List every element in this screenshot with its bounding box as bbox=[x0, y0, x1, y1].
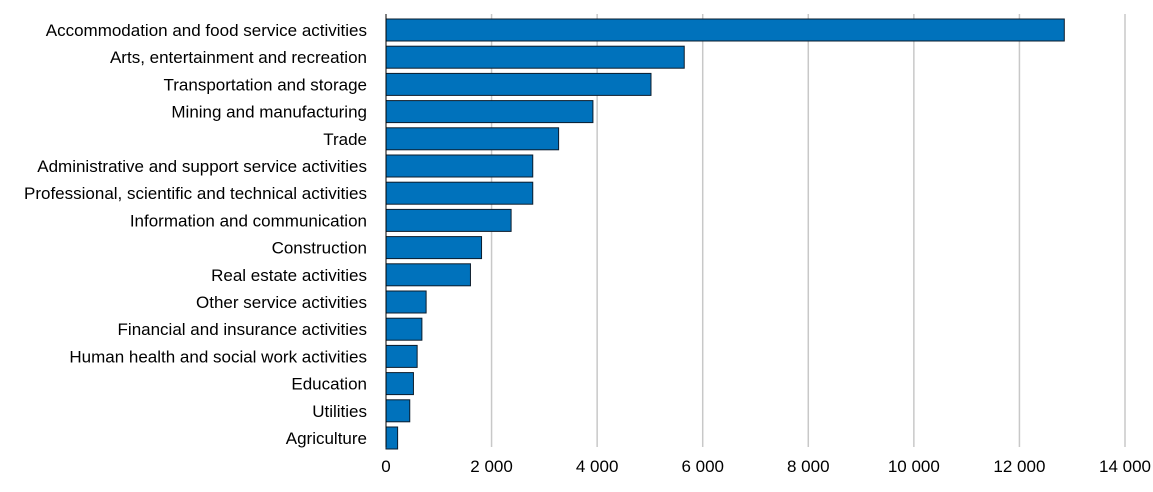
bar bbox=[385, 426, 399, 450]
bar bbox=[385, 208, 512, 232]
category-label: Construction bbox=[272, 239, 367, 258]
bar bbox=[385, 236, 483, 260]
x-tick-label: 2 000 bbox=[470, 457, 513, 476]
x-tick-label: 10 000 bbox=[888, 457, 940, 476]
category-label: Information and communication bbox=[130, 211, 367, 230]
bar bbox=[385, 317, 423, 341]
bar bbox=[385, 344, 418, 368]
category-label: Administrative and support service activ… bbox=[37, 157, 367, 176]
category-label: Mining and manufacturing bbox=[171, 103, 367, 122]
category-label: Professional, scientific and technical a… bbox=[24, 184, 367, 203]
x-tick-label: 12 000 bbox=[993, 457, 1045, 476]
category-label: Human health and social work activities bbox=[69, 347, 367, 366]
category-label: Financial and insurance activities bbox=[118, 320, 367, 339]
category-label: Utilities bbox=[312, 402, 367, 421]
bar bbox=[385, 72, 652, 96]
x-tick-label: 14 000 bbox=[1099, 457, 1151, 476]
category-label: Other service activities bbox=[196, 293, 367, 312]
bar bbox=[385, 372, 414, 396]
x-tick-label: 0 bbox=[381, 457, 390, 476]
bar bbox=[385, 100, 594, 124]
bar bbox=[385, 181, 534, 205]
category-label: Education bbox=[291, 375, 367, 394]
category-label: Real estate activities bbox=[211, 266, 367, 285]
bar bbox=[385, 127, 560, 151]
x-tick-label: 4 000 bbox=[576, 457, 619, 476]
x-tick-label: 8 000 bbox=[787, 457, 830, 476]
x-tick-label: 6 000 bbox=[681, 457, 724, 476]
bar bbox=[385, 18, 1065, 42]
bar bbox=[385, 45, 685, 69]
category-label: Accommodation and food service activitie… bbox=[46, 21, 367, 40]
bar bbox=[385, 154, 534, 178]
category-label: Transportation and storage bbox=[164, 75, 368, 94]
bar bbox=[385, 290, 427, 314]
bar bbox=[385, 263, 471, 287]
category-label: Arts, entertainment and recreation bbox=[110, 48, 367, 67]
category-labels: Accommodation and food service activitie… bbox=[24, 21, 367, 448]
category-label: Trade bbox=[323, 130, 367, 149]
category-label: Agriculture bbox=[286, 429, 367, 448]
x-tick-labels: 0 2 000 4 000 6 000 8 000 10 000 12 000 14 000 bbox=[381, 457, 1151, 476]
bars bbox=[385, 18, 1065, 450]
bar bbox=[385, 399, 411, 423]
